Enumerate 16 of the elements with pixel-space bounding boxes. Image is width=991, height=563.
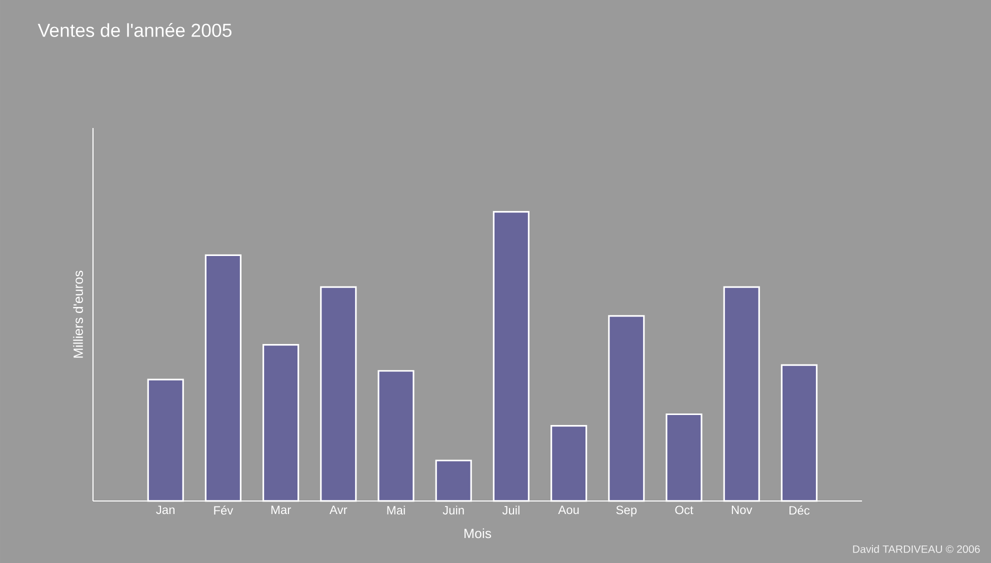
y-axis-title: Milliers d'euros [73,270,83,358]
x-tick-label: Jan [156,506,174,514]
x-tick-label: Mar [271,506,291,514]
x-tick-label: Déc [790,506,810,515]
x-tick-label: Mai [387,506,405,515]
x-tick-label: Juin [442,506,464,515]
x-tick-label: Avr [330,506,348,514]
x-tick-label: Fév [214,506,234,515]
x-axis-title: Mois [464,528,492,538]
chart-title: Ventes de l'année 2005 [38,23,232,37]
x-tick-label: Aou [558,506,579,514]
x-tick-label: Nov [732,506,752,514]
x-tick-label: Oct [675,506,694,514]
text: David TARDIVEAU © 2006 [853,545,980,553]
x-tick-label: Juil [502,506,520,515]
x-tick-label: Sep [616,506,637,517]
